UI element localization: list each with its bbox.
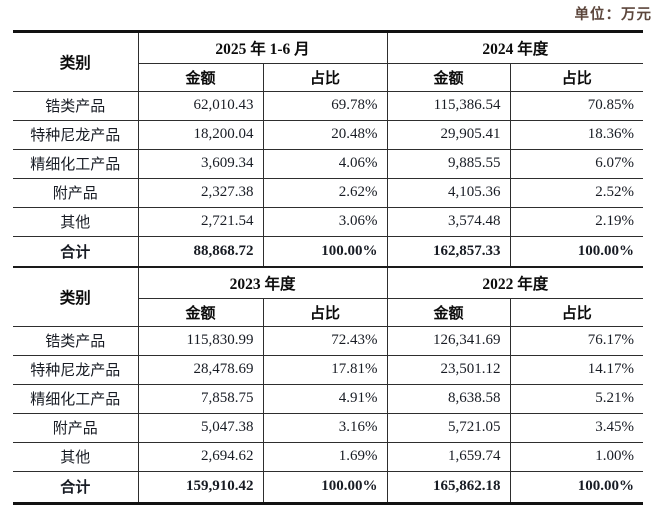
category-cell: 附产品: [13, 412, 139, 443]
amount-cell: 88,868.72: [137, 235, 264, 267]
percent-cell: 2.52%: [509, 177, 644, 208]
category-cell: 其他: [13, 206, 139, 237]
period-header: 2025 年 1-6 月: [137, 33, 388, 64]
amount-cell: 3,574.48: [386, 206, 511, 237]
amount-header: 金额: [138, 297, 264, 327]
amount-cell: 2,327.38: [137, 177, 264, 208]
amount-cell: 5,047.38: [137, 412, 264, 443]
ratio-header: 占比: [509, 62, 644, 92]
category-cell: 锆类产品: [13, 325, 139, 356]
table-row: 特种尼龙产品 18,200.04 20.48% 29,905.41 18.36%: [13, 119, 644, 150]
breakdown-table-2025-2024: 类别 2025 年 1-6 月 2024 年度 金额 占比 金额 占比 锆类产品…: [13, 33, 644, 268]
total-row: 合计 159,910.42 100.00% 165,862.18 100.00%: [13, 470, 644, 502]
unit-label: 单位：万元: [574, 7, 652, 23]
amount-cell: 5,721.05: [386, 412, 511, 443]
amount-cell: 29,905.41: [386, 119, 511, 150]
amount-header: 金额: [386, 62, 511, 92]
percent-cell: 20.48%: [262, 119, 388, 150]
percent-cell: 17.81%: [262, 354, 388, 385]
percent-cell: 100.00%: [262, 470, 388, 502]
amount-cell: 23,501.12: [386, 354, 511, 385]
amount-cell: 4,105.36: [386, 177, 511, 208]
percent-cell: 4.91%: [262, 383, 388, 414]
total-row: 合计 88,868.72 100.00% 162,857.33 100.00%: [13, 235, 644, 267]
table-row: 锆类产品 62,010.43 69.78% 115,386.54 70.85%: [13, 90, 644, 121]
percent-cell: 3.45%: [509, 412, 644, 443]
percent-cell: 1.00%: [509, 441, 644, 472]
percent-cell: 4.06%: [262, 148, 388, 179]
amount-cell: 115,386.54: [386, 90, 511, 121]
amount-header: 金额: [386, 297, 511, 327]
category-cell: 其他: [13, 441, 139, 472]
percent-cell: 72.43%: [262, 325, 388, 356]
header-row-metrics: 金额 占比 金额 占比: [13, 297, 644, 327]
breakdown-table-2023-2022: 类别 2023 年度 2022 年度 金额 占比 金额 占比 锆类产品 115,…: [13, 268, 644, 502]
amount-cell: 2,694.62: [137, 441, 264, 472]
amount-cell: 115,830.99: [137, 325, 264, 356]
amount-cell: 9,885.55: [386, 148, 511, 179]
category-cell: 特种尼龙产品: [13, 119, 139, 150]
percent-cell: 3.06%: [262, 206, 388, 237]
period-header: 2023 年度: [137, 268, 388, 299]
table-row: 附产品 5,047.38 3.16% 5,721.05 3.45%: [13, 412, 644, 443]
ratio-header: 占比: [262, 297, 388, 327]
amount-cell: 159,910.42: [137, 470, 264, 502]
percent-cell: 69.78%: [262, 90, 388, 121]
percent-cell: 3.16%: [262, 412, 388, 443]
total-label: 合计: [13, 470, 139, 502]
table-row: 特种尼龙产品 28,478.69 17.81% 23,501.12 14.17%: [13, 354, 644, 385]
table-row: 锆类产品 115,830.99 72.43% 126,341.69 76.17%: [13, 325, 644, 356]
total-label: 合计: [13, 235, 139, 267]
percent-cell: 2.62%: [262, 177, 388, 208]
percent-cell: 70.85%: [509, 90, 644, 121]
percent-cell: 76.17%: [509, 325, 644, 356]
percent-cell: 1.69%: [262, 441, 388, 472]
amount-cell: 165,862.18: [386, 470, 511, 502]
percent-cell: 6.07%: [509, 148, 644, 179]
amount-cell: 7,858.75: [137, 383, 264, 414]
category-cell: 特种尼龙产品: [13, 354, 139, 385]
table-row: 附产品 2,327.38 2.62% 4,105.36 2.52%: [13, 177, 644, 208]
category-cell: 精细化工产品: [13, 148, 139, 179]
category-cell: 附产品: [13, 177, 139, 208]
table-row: 精细化工产品 7,858.75 4.91% 8,638.58 5.21%: [13, 383, 644, 414]
period-header: 2024 年度: [386, 33, 644, 64]
table-row: 其他 2,721.54 3.06% 3,574.48 2.19%: [13, 206, 644, 237]
ratio-header: 占比: [262, 62, 388, 92]
percent-cell: 18.36%: [509, 119, 644, 150]
percent-cell: 5.21%: [509, 383, 644, 414]
revenue-breakdown-tables: 类别 2025 年 1-6 月 2024 年度 金额 占比 金额 占比 锆类产品…: [13, 30, 644, 505]
percent-cell: 100.00%: [509, 235, 644, 267]
category-cell: 锆类产品: [13, 90, 139, 121]
header-row-periods: 类别 2025 年 1-6 月 2024 年度: [13, 33, 644, 92]
category-cell: 精细化工产品: [13, 383, 139, 414]
amount-cell: 28,478.69: [137, 354, 264, 385]
amount-cell: 8,638.58: [386, 383, 511, 414]
percent-cell: 100.00%: [262, 235, 388, 267]
table-row: 精细化工产品 3,609.34 4.06% 9,885.55 6.07%: [13, 148, 644, 179]
amount-cell: 1,659.74: [386, 441, 511, 472]
ratio-header: 占比: [509, 297, 644, 327]
category-header: 类别: [13, 33, 139, 92]
table-row: 其他 2,694.62 1.69% 1,659.74 1.00%: [13, 441, 644, 472]
amount-cell: 18,200.04: [137, 119, 264, 150]
amount-cell: 126,341.69: [386, 325, 511, 356]
percent-cell: 2.19%: [509, 206, 644, 237]
period-header: 2022 年度: [386, 268, 644, 299]
amount-cell: 2,721.54: [137, 206, 264, 237]
header-row-periods: 类别 2023 年度 2022 年度: [13, 268, 644, 327]
percent-cell: 14.17%: [509, 354, 644, 385]
amount-cell: 62,010.43: [137, 90, 264, 121]
amount-header: 金额: [138, 62, 264, 92]
category-header: 类别: [13, 268, 139, 327]
percent-cell: 100.00%: [509, 470, 644, 502]
amount-cell: 162,857.33: [386, 235, 511, 267]
amount-cell: 3,609.34: [137, 148, 264, 179]
